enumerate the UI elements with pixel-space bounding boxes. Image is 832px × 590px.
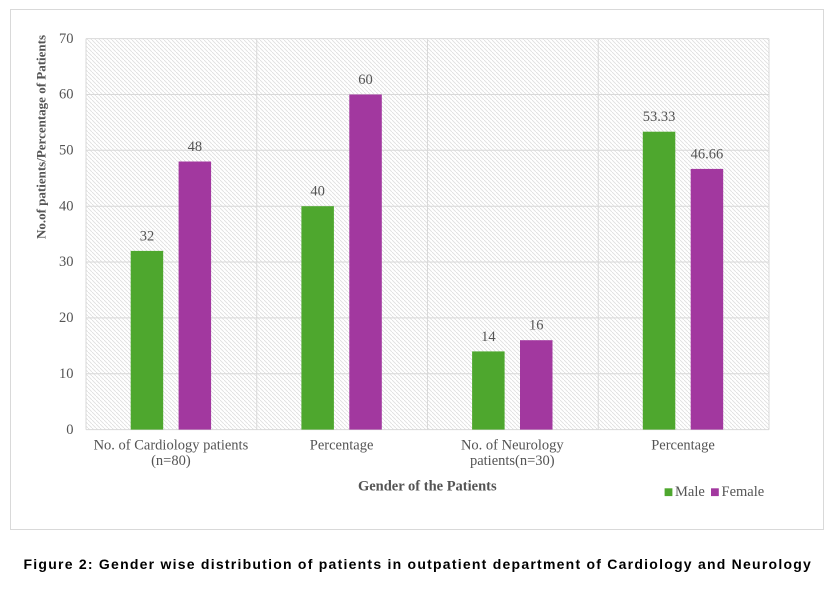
svg-text:48: 48 [188, 139, 203, 155]
svg-text:No. of Cardiology patients: No. of Cardiology patients [94, 438, 249, 454]
svg-text:Male: Male [675, 484, 705, 500]
svg-text:No. of Neurology: No. of Neurology [461, 438, 564, 454]
svg-text:No.of patients/Percentage of P: No.of patients/Percentage of Patients [34, 35, 49, 239]
svg-text:0: 0 [66, 422, 73, 438]
svg-text:Female: Female [722, 484, 765, 500]
svg-text:70: 70 [59, 31, 74, 47]
svg-text:10: 10 [59, 366, 74, 382]
svg-text:50: 50 [59, 143, 74, 159]
svg-text:30: 30 [59, 254, 74, 270]
svg-text:(n=80): (n=80) [151, 453, 191, 469]
svg-text:patients(n=30): patients(n=30) [470, 453, 555, 469]
svg-text:46.66: 46.66 [691, 146, 724, 162]
svg-text:32: 32 [140, 228, 155, 244]
svg-text:53.33: 53.33 [643, 109, 676, 125]
svg-text:Percentage: Percentage [651, 438, 715, 454]
svg-text:40: 40 [59, 198, 74, 214]
svg-text:Percentage: Percentage [310, 438, 374, 454]
svg-text:60: 60 [59, 87, 74, 103]
svg-text:14: 14 [481, 329, 496, 345]
svg-text:60: 60 [358, 72, 373, 88]
svg-text:Gender of the Patients: Gender of the Patients [358, 479, 497, 495]
svg-text:16: 16 [529, 318, 544, 334]
svg-text:20: 20 [59, 310, 74, 326]
svg-text:40: 40 [310, 184, 325, 200]
svg-text:Figure 2: Gender wise distribu: Figure 2: Gender wise distribution of pa… [24, 556, 813, 572]
